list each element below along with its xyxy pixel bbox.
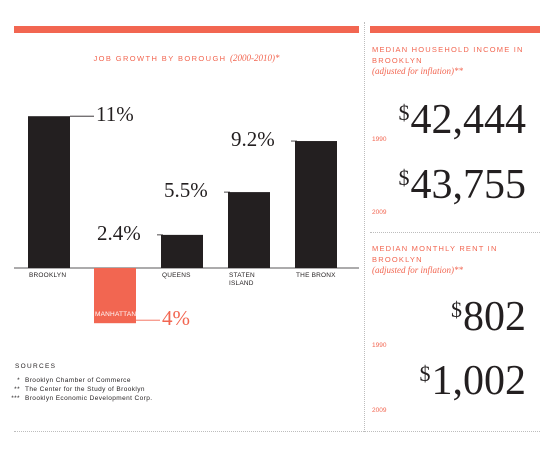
job-growth-bars <box>14 115 359 324</box>
income-2009-year: 2009 <box>372 209 387 216</box>
category-label: QUEENS <box>162 272 191 279</box>
category-label: BROOKLYN <box>29 272 67 279</box>
bar-brooklyn <box>28 116 70 268</box>
income-title: MEDIAN HOUSEHOLD INCOME IN BROOKLYN (adj… <box>372 44 542 77</box>
value-label: 11% <box>96 102 134 127</box>
bar-staten-island <box>228 192 270 268</box>
source-text: Brooklyn Chamber of Commerce <box>25 377 131 384</box>
column-divider <box>364 22 365 432</box>
income-2009-amount: 43,755 <box>410 162 527 208</box>
sidebar-divider <box>370 232 540 233</box>
income-1990-value: $42,444 <box>399 99 527 141</box>
chart-header-bar <box>14 26 359 33</box>
source-item: * Brooklyn Chamber of Commerce <box>0 377 131 385</box>
rent-title: MEDIAN MONTHLY RENT IN BROOKLYN (adjuste… <box>372 243 542 276</box>
currency-symbol: $ <box>419 361 431 386</box>
source-text: Brooklyn Economic Development Corp. <box>25 395 153 402</box>
rent-2009-amount: 1,002 <box>431 358 527 404</box>
rent-1990-year: 1990 <box>372 342 387 349</box>
rent-1990-value: $802 <box>451 296 526 338</box>
currency-symbol: $ <box>398 165 410 190</box>
currency-symbol: $ <box>398 100 410 125</box>
rent-title-text: MEDIAN MONTHLY RENT IN BROOKLYN <box>372 244 498 264</box>
category-label: THE BRONX <box>296 272 336 279</box>
bar-the-bronx <box>295 141 337 268</box>
chart-title-text: JOB GROWTH BY BOROUGH <box>93 54 227 63</box>
currency-symbol: $ <box>451 297 462 322</box>
sources-title: SOURCES <box>15 363 57 370</box>
source-item: *** Brooklyn Economic Development Corp. <box>0 395 152 403</box>
bottom-divider <box>14 431 540 432</box>
rent-subtitle: (adjusted for inflation)** <box>372 265 463 275</box>
rent-2009-year: 2009 <box>372 407 387 414</box>
chart-title-years: (2000-2010)* <box>230 53 280 63</box>
income-1990-year: 1990 <box>372 136 387 143</box>
value-label: 9.2% <box>231 127 275 152</box>
value-label: 5.5% <box>164 178 208 203</box>
income-title-text: MEDIAN HOUSEHOLD INCOME IN BROOKLYN <box>372 45 524 65</box>
source-marker: * <box>17 377 20 384</box>
source-marker: *** <box>11 395 20 402</box>
category-label: MANHATTAN <box>95 311 137 319</box>
source-item: ** The Center for the Study of Brooklyn <box>0 386 145 394</box>
sidebar-header-bar <box>370 26 540 33</box>
value-label: 4% <box>162 306 190 331</box>
value-label: 2.4% <box>97 220 141 245</box>
bar-manhattan <box>94 268 136 324</box>
category-label: STATEN ISLAND <box>229 272 255 287</box>
bar-queens <box>161 234 203 268</box>
rent-2009-value: $1,002 <box>420 360 527 402</box>
income-1990-amount: 42,444 <box>410 97 527 143</box>
job-growth-chart: 11% BROOKLYN 4% MANHATTAN 2.4% QUEENS 5.5% STAT… <box>14 102 359 331</box>
chart-title: JOB GROWTH BY BOROUGH (2000-2010)* <box>14 53 359 63</box>
income-2009-value: $43,755 <box>399 164 527 206</box>
rent-1990-amount: 802 <box>463 294 526 340</box>
source-marker: ** <box>14 386 20 393</box>
source-text: The Center for the Study of Brooklyn <box>25 386 145 393</box>
income-subtitle: (adjusted for inflation)** <box>372 66 463 76</box>
